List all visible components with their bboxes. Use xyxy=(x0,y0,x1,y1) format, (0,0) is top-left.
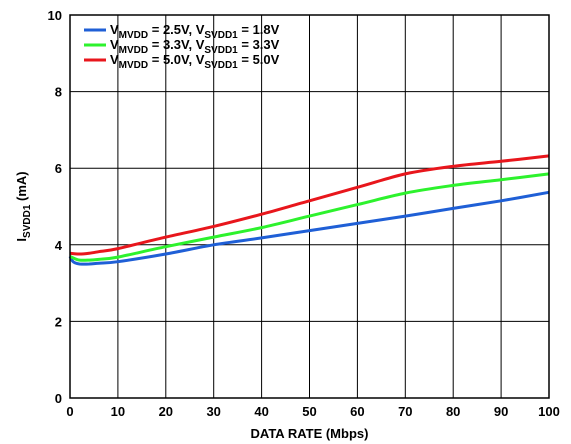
y-tick-labels: 0 2 4 6 8 10 xyxy=(48,8,63,406)
x-tick-label: 90 xyxy=(494,404,508,419)
y-tick-label: 6 xyxy=(55,161,62,176)
grid-lines xyxy=(70,15,549,398)
y-tick-label: 10 xyxy=(48,8,62,23)
x-tick-label: 20 xyxy=(159,404,173,419)
x-axis-title: DATA RATE (Mbps) xyxy=(251,426,369,441)
y-axis-title: ISVDD1 (mA) xyxy=(14,171,33,241)
x-tick-label: 80 xyxy=(446,404,460,419)
y-axis-title-sub: SVDD1 xyxy=(22,204,33,238)
x-tick-label: 0 xyxy=(66,404,73,419)
x-tick-label: 60 xyxy=(350,404,364,419)
x-tick-label: 30 xyxy=(206,404,220,419)
y-axis-title-unit: (mA) xyxy=(14,171,29,204)
y-tick-label: 8 xyxy=(55,85,62,100)
x-tick-label: 10 xyxy=(111,404,125,419)
x-tick-label: 50 xyxy=(302,404,316,419)
x-tick-labels: 0 10 20 30 40 50 60 70 80 90 100 xyxy=(66,404,559,419)
x-tick-label: 40 xyxy=(254,404,268,419)
x-tick-label: 70 xyxy=(398,404,412,419)
y-tick-label: 0 xyxy=(55,391,62,406)
y-tick-label: 4 xyxy=(55,238,63,253)
y-tick-label: 2 xyxy=(55,314,62,329)
x-tick-label: 100 xyxy=(538,404,560,419)
